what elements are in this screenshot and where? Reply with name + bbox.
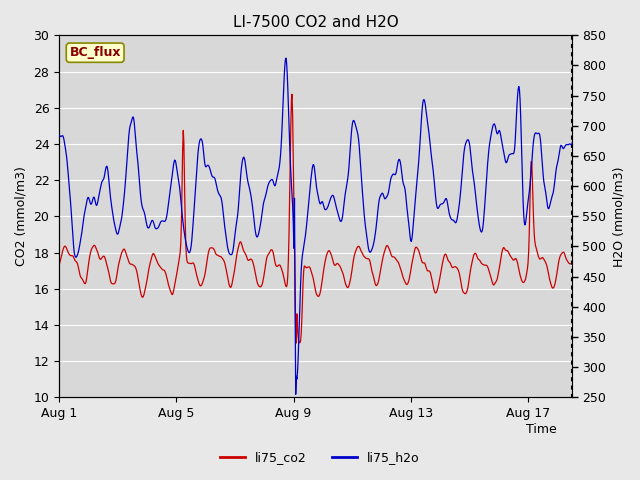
Y-axis label: H2O (mmol/m3): H2O (mmol/m3)	[612, 166, 625, 266]
Y-axis label: CO2 (mmol/m3): CO2 (mmol/m3)	[15, 167, 28, 266]
Legend: li75_co2, li75_h2o: li75_co2, li75_h2o	[215, 446, 425, 469]
Text: BC_flux: BC_flux	[69, 46, 121, 59]
Title: LI-7500 CO2 and H2O: LI-7500 CO2 and H2O	[233, 15, 399, 30]
X-axis label: Time: Time	[526, 423, 557, 436]
